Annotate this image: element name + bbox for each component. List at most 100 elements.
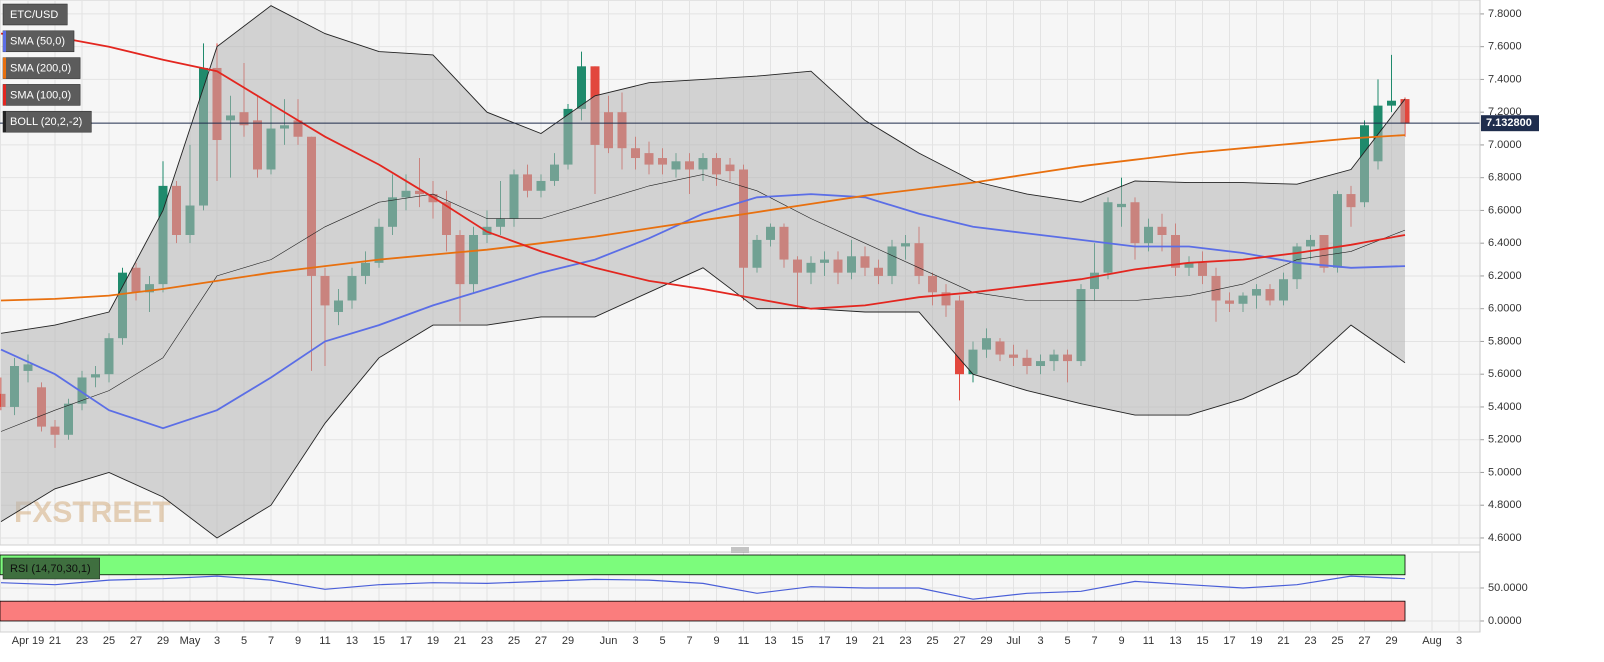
legend-swatch: [3, 111, 6, 133]
x-tick-label: 29: [562, 635, 574, 647]
x-tick-label: 9: [1118, 635, 1124, 647]
bollinger-middle: [0, 174, 1406, 432]
y-tick-label: 50.0000: [1488, 582, 1528, 594]
y-tick-label: 4.6000: [1488, 532, 1522, 544]
y-tick-label: 7.8000: [1488, 8, 1522, 20]
sma-line: [0, 32, 1406, 310]
x-tick-label: 13: [346, 635, 358, 647]
x-tick-label: 21: [454, 635, 466, 647]
y-tick-label: 6.8000: [1488, 172, 1522, 184]
x-tick-label: 9: [713, 635, 719, 647]
oversold-zone: [0, 600, 1406, 622]
candle-body: [1373, 105, 1383, 162]
candle-body: [1387, 100, 1396, 106]
x-tick-label: 21: [49, 635, 61, 647]
watermark: FXSTREET: [14, 496, 171, 529]
x-tick-label: 27: [953, 635, 965, 647]
y-tick-label: 5.4000: [1488, 401, 1522, 413]
legend-label: ETC/USD: [10, 9, 58, 21]
overbought-zone: [0, 554, 1406, 576]
sma-line: [0, 193, 1406, 430]
legend-label: RSI (14,70,30,1): [10, 563, 91, 575]
x-tick-label: May: [180, 635, 201, 647]
x-tick-label: 5: [241, 635, 247, 647]
x-tick-label: 15: [1196, 635, 1208, 647]
legend-swatch: [3, 84, 6, 106]
rsi-line: [0, 575, 1406, 600]
x-tick-label: 13: [1169, 635, 1181, 647]
y-tick-label: 0.0000: [1488, 615, 1522, 627]
x-tick-label: 11: [1143, 635, 1154, 647]
x-tick-label: 23: [76, 635, 88, 647]
legend-box: [2, 557, 100, 580]
y-tick-label: 7.0000: [1488, 139, 1522, 151]
legend-swatch: [3, 30, 6, 52]
x-tick-label: Apr 19: [12, 635, 44, 647]
lines: [0, 32, 1480, 600]
x-tick-label: 7: [268, 635, 274, 647]
x-tick-label: 3: [1037, 635, 1043, 647]
legend-label: BOLL (20,2,-2): [10, 116, 82, 128]
x-tick-label: 9: [295, 635, 301, 647]
x-tick-label: 7: [686, 635, 692, 647]
legend-swatch: [3, 57, 6, 79]
sma-line: [0, 134, 1406, 302]
x-tick-label: 25: [926, 635, 938, 647]
x-tick-label: 17: [818, 635, 830, 647]
x-tick-label: 29: [980, 635, 992, 647]
y-tick-label: 6.6000: [1488, 204, 1522, 216]
x-tick-label: 7: [1091, 635, 1097, 647]
x-tick-label: 11: [738, 635, 749, 647]
last-price-label: 7.132800: [1486, 117, 1532, 129]
x-tick-label: 27: [130, 635, 142, 647]
legend-label: SMA (200,0): [10, 63, 71, 75]
x-tick-label: 25: [103, 635, 115, 647]
x-tick-label: 3: [1456, 635, 1462, 647]
y-tick-label: 5.8000: [1488, 335, 1522, 347]
x-tick-label: 29: [157, 635, 169, 647]
x-tick-label: 15: [373, 635, 385, 647]
x-tick-label: 27: [1358, 635, 1370, 647]
legend-box: [2, 3, 68, 26]
bollinger-band-fill: [1, 5, 1405, 538]
x-tick-label: 21: [872, 635, 884, 647]
x-tick-label: Jul: [1006, 635, 1020, 647]
x-tick-label: 25: [1331, 635, 1343, 647]
x-tick-label: 21: [1277, 635, 1289, 647]
labels: Apr 19 21 23 25 27 29 May 3 5 7 9 11 13 15 17 19 21 23 25 2…: [2, 0, 1539, 647]
y-tick-label: 7.4000: [1488, 73, 1522, 85]
legend-label: SMA (100,0): [10, 89, 71, 101]
bollinger-upper: [0, 5, 1406, 334]
x-tick-label: 23: [1304, 635, 1316, 647]
x-tick-label: 15: [791, 635, 803, 647]
y-tick-label: 5.2000: [1488, 434, 1522, 446]
x-tick-label: 17: [400, 635, 412, 647]
y-tick-label: 5.6000: [1488, 368, 1522, 380]
x-tick-label: 19: [427, 635, 439, 647]
bollinger-lower: [0, 267, 1406, 539]
x-tick-label: 23: [899, 635, 911, 647]
y-tick-label: 7.2000: [1488, 106, 1522, 118]
y-tick-label: 6.0000: [1488, 303, 1522, 315]
x-tick-label: 19: [845, 635, 857, 647]
x-tick-label: 27: [535, 635, 547, 647]
last-price-box: [1481, 115, 1539, 132]
legend-label: SMA (50,0): [10, 36, 65, 48]
x-tick-label: 5: [659, 635, 665, 647]
x-tick-label: 19: [1250, 635, 1262, 647]
y-tick-label: 6.4000: [1488, 237, 1522, 249]
x-tick-label: 3: [214, 635, 220, 647]
y-tick-label: 4.8000: [1488, 499, 1522, 511]
x-tick-label: 11: [319, 635, 330, 647]
x-tick-label: 29: [1385, 635, 1397, 647]
x-tick-label: Aug: [1422, 635, 1442, 647]
y-tick-label: 5.0000: [1488, 466, 1522, 478]
x-tick-label: 25: [508, 635, 520, 647]
pane-resize-handle[interactable]: [731, 547, 749, 553]
x-tick-label: 5: [1064, 635, 1070, 647]
x-tick-label: 17: [1223, 635, 1235, 647]
x-tick-label: 3: [632, 635, 638, 647]
x-tick-label: Jun: [600, 635, 618, 647]
